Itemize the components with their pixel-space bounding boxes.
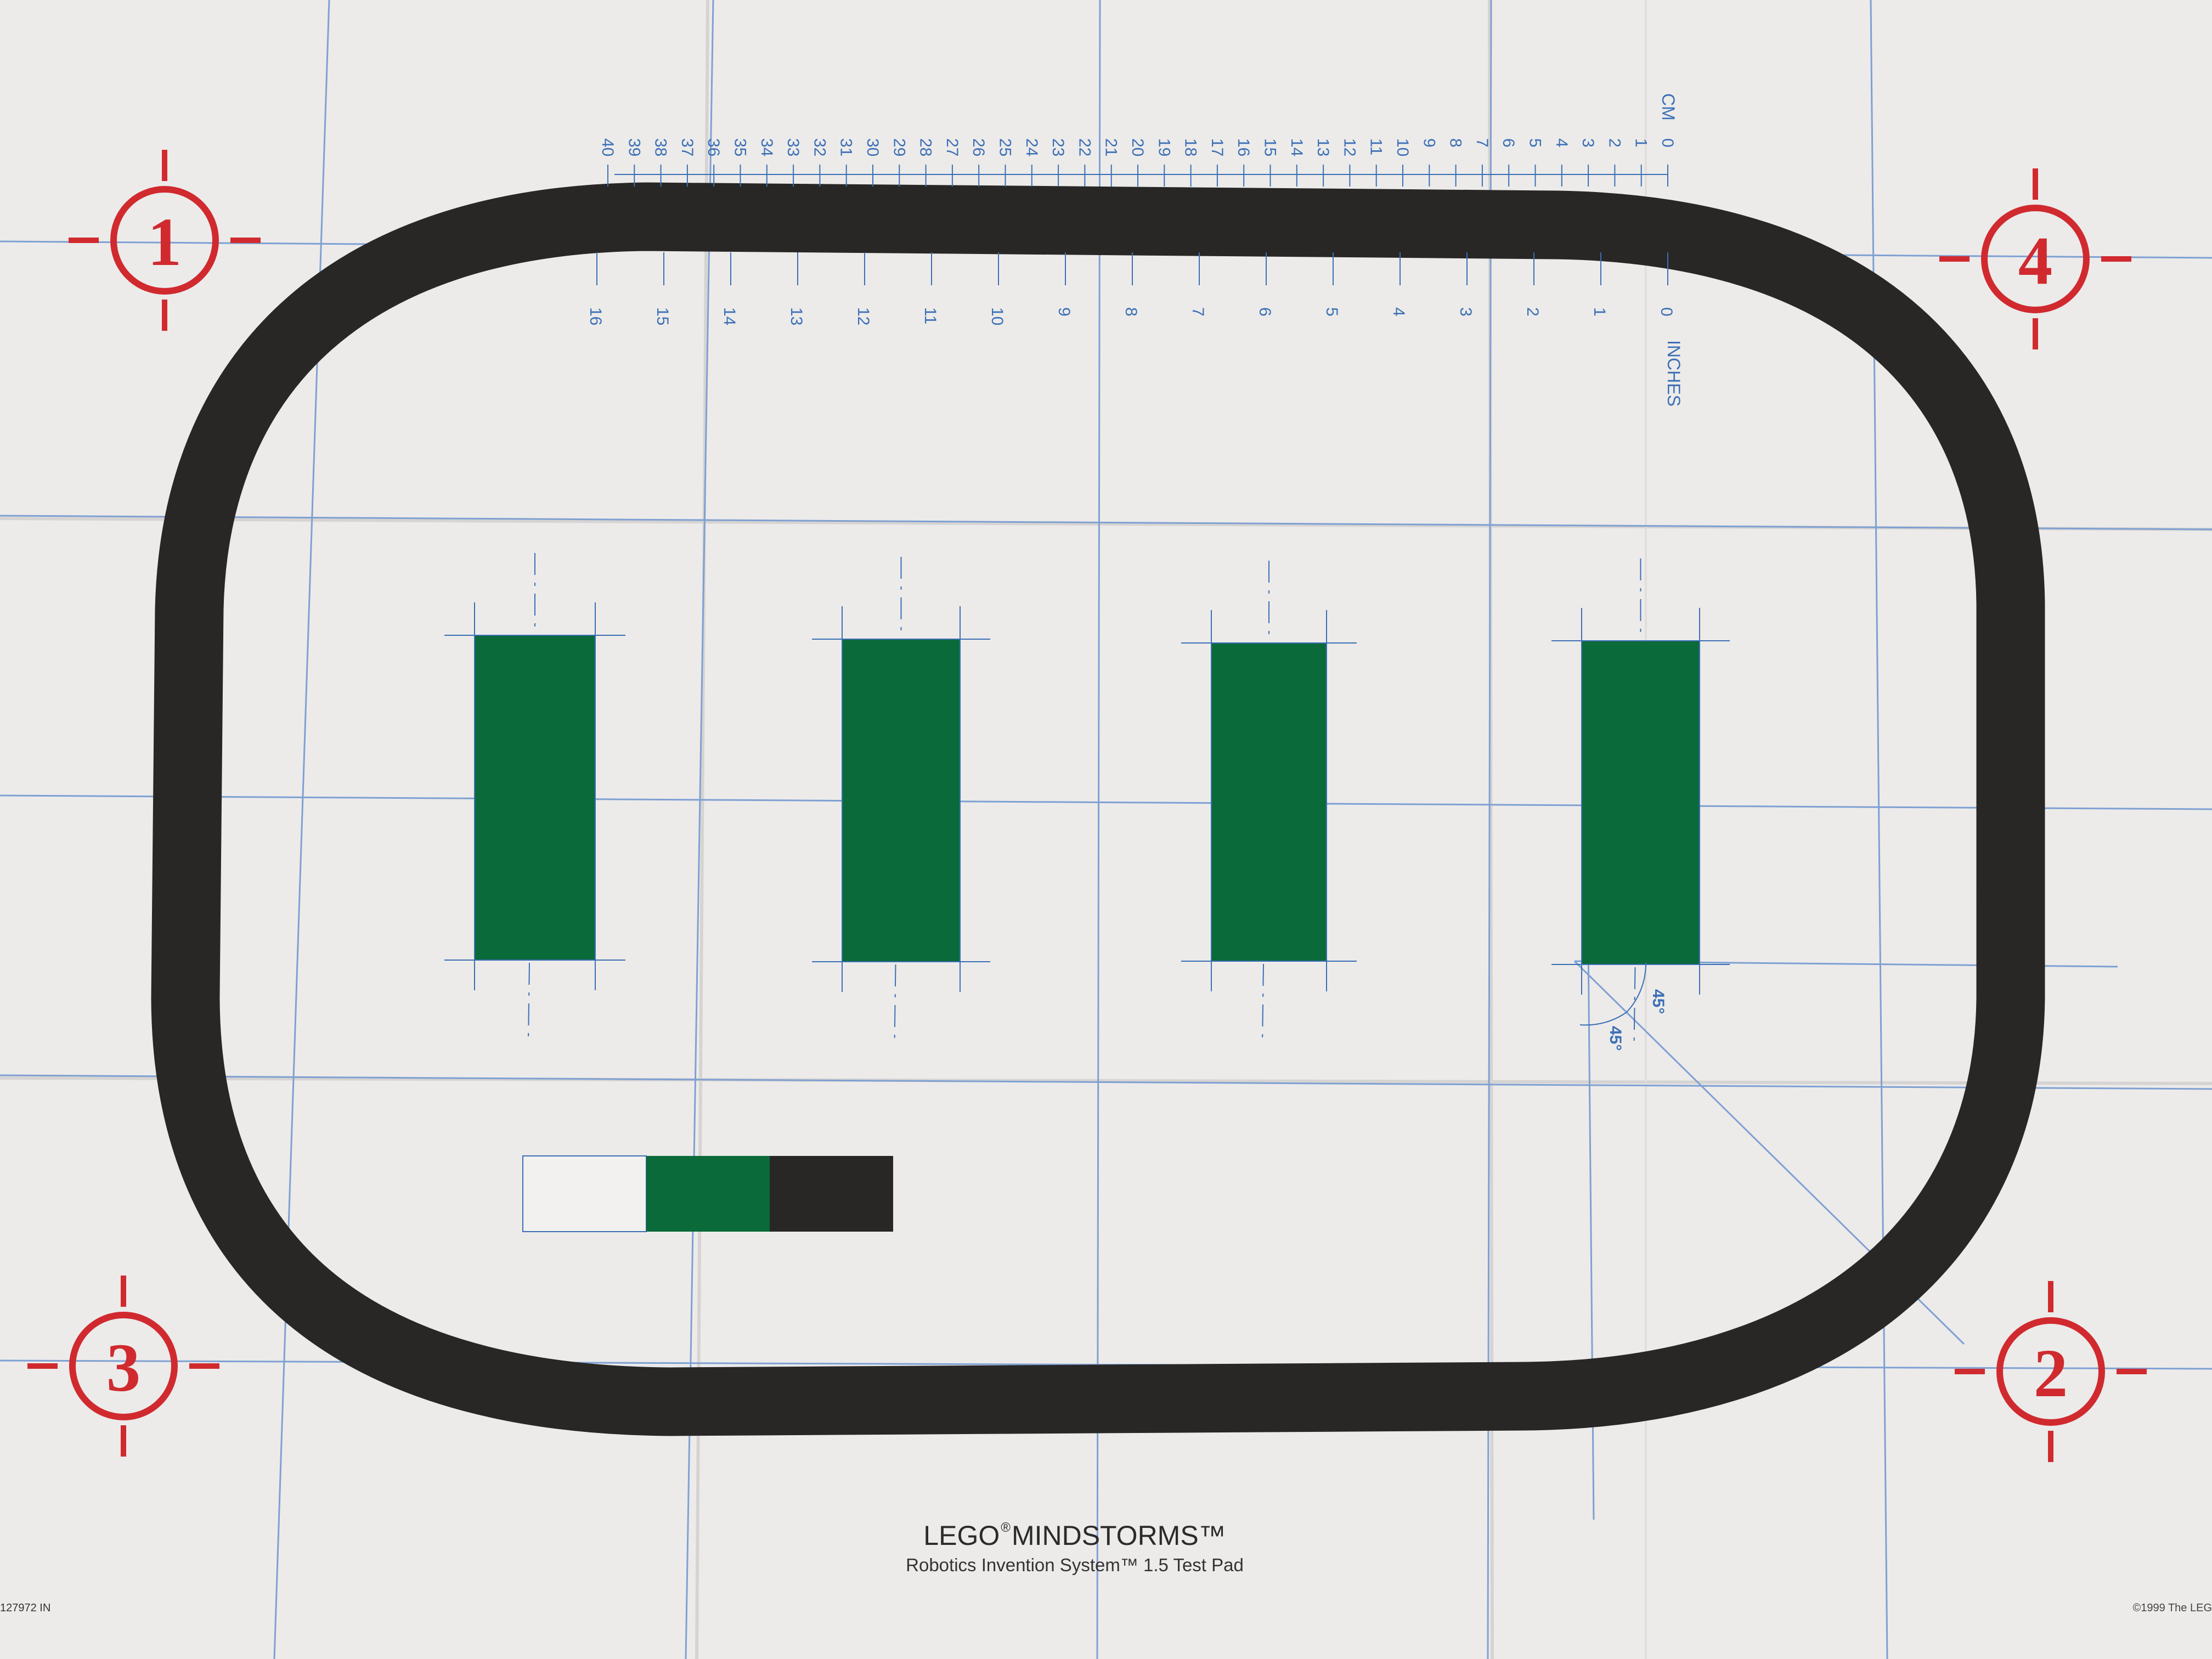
inch-tick-label: 16	[586, 307, 605, 325]
cm-tick-label: 26	[969, 138, 988, 156]
cm-tick-label: 5	[1526, 138, 1544, 148]
part-code: 127972 IN	[0, 1602, 51, 1614]
marker-number: 4	[2018, 223, 2053, 299]
cm-tick-label: 33	[784, 138, 802, 156]
marker-number: 3	[106, 1330, 141, 1406]
marker-number: 1	[148, 205, 182, 280]
inches-label: INCHES	[1664, 340, 1684, 407]
cm-tick-label: 13	[1314, 138, 1332, 156]
guide-center-bottom	[1633, 967, 1636, 1047]
cm-tick-label: 30	[864, 138, 882, 156]
green-swatch	[646, 1156, 770, 1232]
cm-tick-label: 21	[1102, 138, 1120, 156]
cm-tick-label: 14	[1288, 138, 1306, 156]
cm-tick-label: 35	[731, 138, 749, 156]
marker-2: 2	[1955, 1281, 2147, 1462]
cm-tick-label: 6	[1499, 138, 1517, 148]
green-rectangle-1	[475, 635, 595, 960]
product-title: LEGO®MINDSTORMS™	[0, 1520, 2149, 1551]
cm-tick-label: 0	[1658, 138, 1677, 148]
inch-tick-label: 9	[1055, 307, 1073, 317]
inch-tick-label: 11	[921, 307, 939, 324]
product-name: MINDSTORMS™	[1011, 1520, 1226, 1551]
cm-tick-label: 24	[1023, 138, 1041, 156]
inch-tick-label: 3	[1457, 307, 1475, 317]
cm-tick-label: 17	[1208, 138, 1226, 156]
green-rectangle-4	[1582, 641, 1700, 964]
guide-center-bottom	[894, 964, 896, 1045]
inch-tick-label: 2	[1523, 307, 1542, 317]
inch-tick-label: 7	[1189, 307, 1207, 317]
guide-center-bottom	[528, 962, 530, 1043]
marker-1: 1	[69, 150, 261, 331]
green-rectangle-2	[842, 639, 960, 962]
cm-tick-label: 4	[1553, 138, 1571, 148]
brand-name: LEGO	[923, 1520, 1000, 1551]
cm-tick-label: 38	[652, 138, 670, 156]
cm-tick-label: 25	[996, 138, 1014, 156]
product-subtitle: Robotics Invention System™ 1.5 Test Pad	[906, 1555, 1244, 1575]
angle-label-1: 45°	[1649, 989, 1667, 1014]
ruler: 0123456789101112131415161718192021222324…	[586, 138, 1677, 325]
cm-tick-label: 19	[1155, 138, 1173, 156]
inch-tick-label: 12	[854, 307, 872, 325]
inch-tick-label: 0	[1657, 307, 1675, 317]
angle-indicator	[1579, 962, 1647, 1026]
marker-3: 3	[27, 1276, 219, 1457]
cm-tick-label: 34	[758, 138, 776, 156]
cm-tick-label: 32	[810, 138, 828, 156]
cm-tick-label: 27	[943, 138, 961, 156]
black-oval-track	[151, 182, 2045, 1436]
copyright-notice: ©1999 The LEG	[2132, 1602, 2212, 1614]
green-rectangle-3	[1211, 643, 1327, 961]
cm-tick-label: 1	[1632, 138, 1650, 148]
cm-tick-label: 37	[678, 138, 696, 156]
cm-tick-label: 22	[1075, 138, 1093, 156]
cm-tick-label: 29	[890, 138, 908, 156]
inch-tick-label: 4	[1390, 307, 1408, 317]
cm-tick-label: 16	[1234, 138, 1252, 156]
cm-tick-label: 40	[599, 138, 617, 156]
cm-tick-label: 20	[1128, 138, 1147, 156]
black-swatch	[770, 1156, 893, 1232]
cm-tick-label: 28	[917, 138, 935, 156]
inch-tick-label: 10	[988, 307, 1006, 325]
cm-tick-label: 18	[1182, 138, 1200, 156]
cm-tick-label: 2	[1605, 138, 1623, 148]
cm-tick-label: 8	[1447, 138, 1465, 148]
angle-label-2: 45°	[1606, 1026, 1624, 1051]
cm-label: CM	[1658, 93, 1678, 121]
cm-tick-label: 9	[1420, 138, 1438, 148]
cm-tick-label: 23	[1049, 138, 1067, 156]
cm-tick-label: 3	[1579, 138, 1597, 148]
cm-tick-label: 36	[704, 138, 723, 156]
green-rectangles	[475, 635, 1700, 964]
cm-tick-label: 31	[837, 138, 855, 156]
cm-tick-label: 10	[1393, 138, 1412, 156]
inch-tick-label: 15	[653, 307, 672, 325]
marker-4: 4	[1939, 168, 2131, 349]
inch-tick-label: 5	[1323, 307, 1341, 317]
inch-tick-label: 8	[1122, 307, 1140, 317]
cm-tick-label: 11	[1367, 138, 1385, 155]
rectangle-guides	[444, 553, 1730, 1047]
inch-tick-label: 13	[787, 307, 805, 325]
registered-mark: ®	[1001, 1520, 1011, 1536]
cm-tick-label: 15	[1261, 138, 1279, 156]
color-swatch-strip	[522, 1155, 893, 1232]
white-swatch	[522, 1155, 647, 1232]
marker-number: 2	[2034, 1336, 2068, 1412]
inch-tick-label: 14	[720, 307, 738, 325]
inch-tick-label: 6	[1256, 307, 1274, 317]
guide-center-bottom	[1262, 963, 1264, 1044]
cm-tick-label: 12	[1340, 138, 1358, 156]
inch-tick-label: 1	[1590, 307, 1609, 317]
cm-tick-label: 39	[625, 138, 643, 156]
cm-tick-label: 7	[1473, 138, 1491, 148]
